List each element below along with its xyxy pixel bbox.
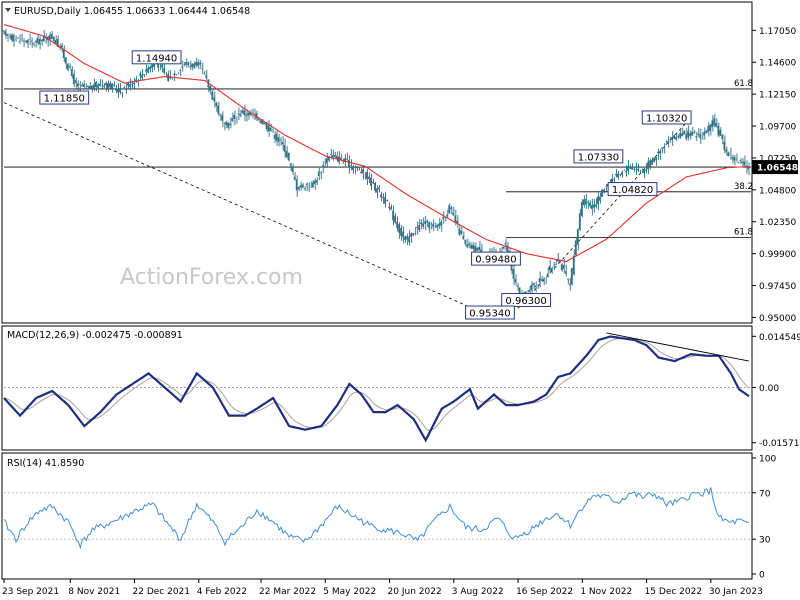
macd-panel: 0.014549 0.00 -0.015712 — [3, 332, 800, 449]
rsi-y-tick-label: 0 — [759, 571, 765, 581]
annotation-label: 1.07330 — [578, 152, 619, 163]
price-y-tick-label: 1.17050 — [759, 27, 796, 37]
rsi-y-tick-label: 100 — [759, 455, 776, 465]
rsi-y-tick-label: 30 — [759, 536, 771, 546]
current-price-box — [752, 160, 798, 175]
macd-y-tick-label: 0.00 — [759, 384, 779, 394]
price-y-tick-label: 0.97450 — [759, 282, 796, 292]
dashed-trendline — [3, 102, 487, 315]
moving-average-line — [3, 23, 750, 263]
price-y-tick-label: 0.95000 — [759, 314, 796, 324]
annotation-box — [641, 110, 692, 125]
price-y-tick-label: 1.09700 — [759, 123, 796, 133]
annotation-label: 1.14940 — [136, 53, 177, 64]
x-tick-label: 20 Jun 2022 — [388, 587, 442, 597]
rsi-y-tick-label: 70 — [759, 489, 771, 499]
annotation-label: 0.99480 — [475, 255, 516, 266]
price-annotation: 0.99480 — [471, 251, 521, 266]
annotation-label: 0.95340 — [469, 309, 510, 320]
macd-y-tick-label: 0.014549 — [759, 333, 800, 343]
rsi-panel: 100 70 30 0 — [3, 455, 776, 581]
x-tick-label: 8 Nov 2021 — [68, 587, 120, 597]
rsi-header: RSI(14) 41.8590 — [7, 458, 84, 469]
macd-y-tick-label: -0.015712 — [759, 439, 800, 449]
x-tick-label: 22 Mar 2022 — [259, 587, 316, 597]
annotation-box — [573, 149, 624, 164]
x-tick-label: 3 Aug 2022 — [452, 587, 504, 597]
x-tick-label: 22 Dec 2021 — [133, 587, 191, 597]
fib-level-label: 38.2 — [734, 182, 753, 192]
x-tick-label: 5 May 2022 — [323, 587, 376, 597]
macd-trendline — [606, 332, 750, 362]
macd-header: MACD(12,26,9) -0.002475 -0.000891 — [7, 330, 183, 341]
annotation-label: 1.04820 — [612, 185, 653, 196]
price-y-tick-label: 1.12150 — [759, 91, 796, 101]
price-annotation: 1.10320 — [641, 110, 692, 125]
rsi-line — [3, 487, 750, 550]
x-tick-label: 30 Jan 2023 — [709, 587, 763, 597]
x-tick-label: 16 Sep 2022 — [516, 587, 573, 597]
header-marker-icon — [5, 8, 11, 12]
x-axis: 23 Sep 2021 8 Nov 2021 22 Dec 2021 4 Feb 20… — [2, 579, 763, 597]
x-tick-label: 15 Dec 2022 — [645, 587, 703, 597]
price-annotation: 0.95340 — [465, 305, 515, 320]
annotation-box — [465, 305, 515, 320]
annotation-label: 1.10320 — [646, 113, 687, 124]
macd-line — [3, 335, 750, 443]
annotation-label: 0.96300 — [505, 296, 546, 307]
price-y-tick-label: 1.02350 — [759, 218, 796, 228]
current-price-label: 1.06548 — [757, 164, 798, 174]
annotation-box — [607, 182, 658, 197]
watermark: ActionForex.com — [120, 265, 303, 290]
fib-level-label: 61.8 — [734, 227, 753, 237]
annotation-box — [39, 90, 90, 105]
price-annotation: 1.11850 — [39, 90, 90, 105]
annotation-label: 1.11850 — [44, 94, 85, 105]
price-header: EURUSD,Daily 1.06455 1.06633 1.06444 1.0… — [14, 6, 250, 17]
annotation-box — [131, 50, 182, 65]
price-annotation: 1.07330 — [573, 149, 624, 164]
price-annotation: 1.14940 — [131, 50, 182, 65]
price-panel: 1.17050 1.14600 1.12150 1.09700 1.07250 1.048… — [2, 23, 798, 324]
price-y-tick-label: 1.14600 — [759, 59, 796, 69]
rsi-panel-frame — [1, 452, 753, 580]
annotation-box — [471, 251, 521, 266]
price-annotation: 0.96300 — [501, 293, 552, 308]
fib-level-label: 61.8 — [734, 79, 753, 89]
annotation-box — [501, 293, 552, 308]
x-tick-label: 23 Sep 2021 — [2, 587, 59, 597]
price-y-tick-label: 0.99900 — [759, 250, 796, 260]
x-tick-label: 1 Nov 2022 — [580, 587, 632, 597]
price-annotation: 1.04820 — [607, 182, 658, 197]
price-y-tick-label: 1.04800 — [759, 186, 796, 196]
macd-panel-frame — [1, 325, 753, 451]
price-y-tick-label: 1.07250 — [759, 154, 796, 164]
x-tick-label: 4 Feb 2022 — [197, 587, 247, 597]
